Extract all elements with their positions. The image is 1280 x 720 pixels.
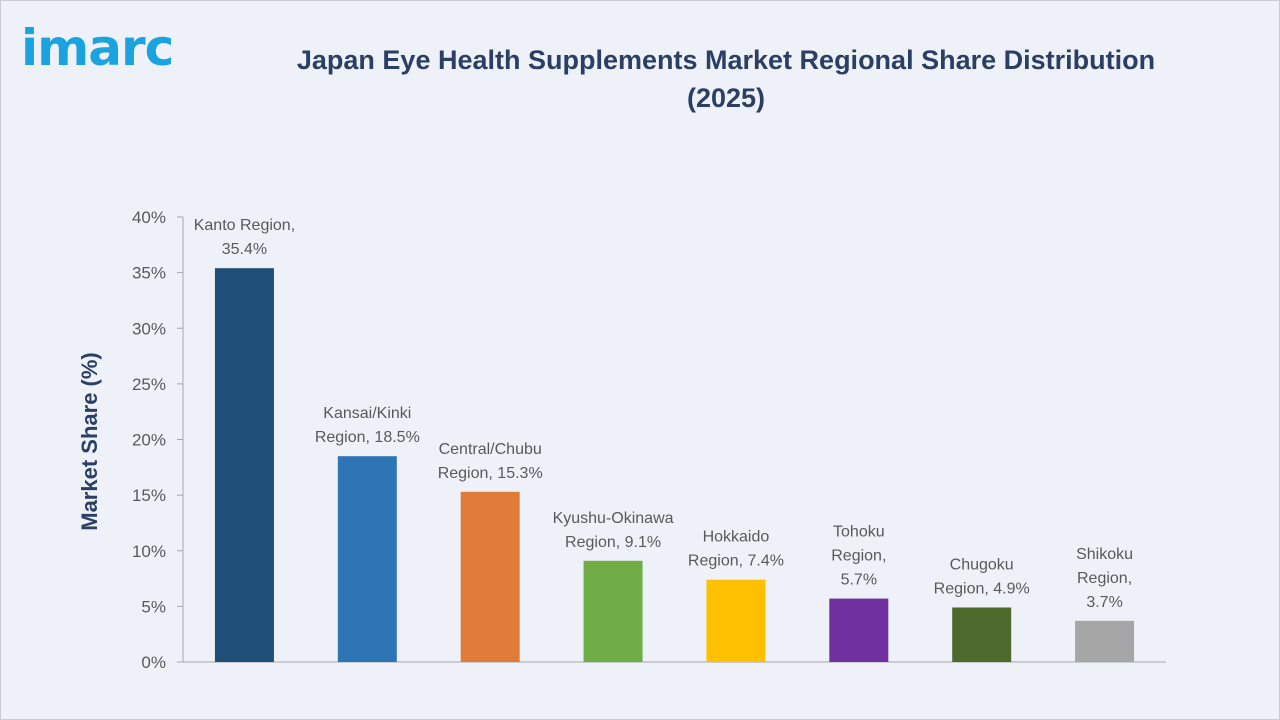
data-label: Kyushu-Okinawa: [553, 510, 674, 527]
data-label: Region, 9.1%: [565, 534, 661, 551]
data-label: Central/Chubu: [439, 441, 542, 458]
y-tick-label: 0%: [141, 653, 166, 672]
data-label: 3.7%: [1086, 594, 1122, 611]
bar: [1075, 620, 1135, 662]
y-tick-label: 10%: [132, 542, 166, 561]
y-tick-label: 40%: [132, 208, 166, 227]
bar: [460, 491, 520, 662]
data-label: Kanto Region,: [194, 217, 295, 234]
bar: [214, 268, 274, 662]
bar: [337, 456, 397, 662]
data-label: Region, 18.5%: [315, 429, 420, 446]
data-label: 5.7%: [841, 572, 877, 589]
imarc-logo: imarc: [21, 19, 174, 77]
data-label: Region,: [1077, 570, 1132, 587]
chart-title: Japan Eye Health Supplements Market Regi…: [296, 45, 1156, 113]
data-label: 35.4%: [222, 241, 267, 258]
bar: [583, 560, 643, 662]
y-tick-label: 15%: [132, 486, 166, 505]
data-label: Kansai/Kinki: [323, 405, 411, 422]
bar: [829, 598, 889, 662]
y-tick-label: 25%: [132, 375, 166, 394]
y-tick-label: 30%: [132, 319, 166, 338]
data-label: Tohoku: [833, 524, 885, 541]
bar: [706, 579, 766, 662]
y-axis-title: Market Share (%): [77, 352, 102, 531]
data-label: Chugoku: [950, 556, 1014, 573]
data-label: Region,: [831, 548, 886, 565]
y-tick-label: 20%: [132, 431, 166, 450]
data-label: Region, 4.9%: [934, 580, 1030, 597]
y-tick-label: 35%: [132, 264, 166, 283]
data-label: Shikoku: [1076, 546, 1133, 563]
y-tick-label: 5%: [141, 597, 166, 616]
bar: [952, 607, 1012, 662]
data-label: Hokkaido: [703, 529, 770, 546]
data-label: Region, 7.4%: [688, 553, 784, 570]
data-label: Region, 15.3%: [438, 465, 543, 482]
